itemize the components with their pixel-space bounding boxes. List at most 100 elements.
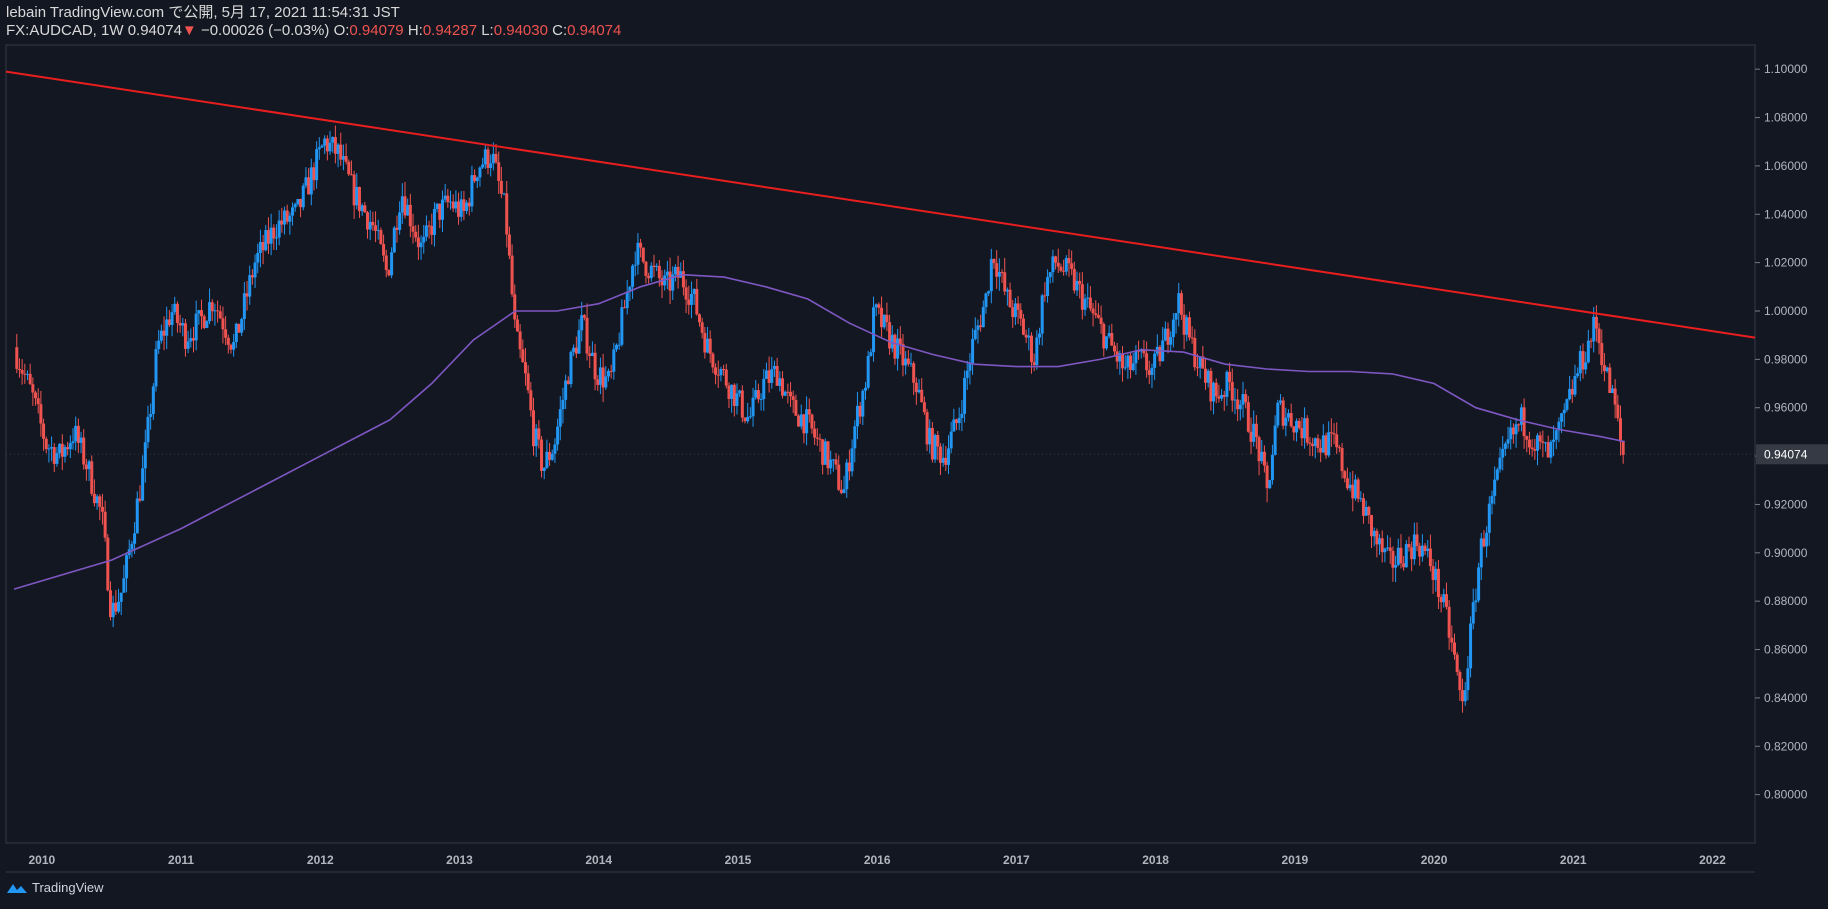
candle-body (1233, 399, 1237, 401)
candle-body (1011, 307, 1015, 318)
candle-body (1273, 425, 1277, 455)
candle-body (1236, 399, 1240, 410)
price-tick-label: 1.04000 (1764, 207, 1808, 221)
candle-body (1442, 594, 1446, 603)
candle-body (357, 186, 361, 212)
candle-body (312, 167, 316, 181)
candle-body (716, 374, 720, 376)
candle-body (117, 601, 121, 612)
candle-body (293, 204, 297, 208)
price-axis[interactable]: 1.10000 1.08000 1.06000 1.04000 1.02000 1.000… (1755, 62, 1828, 802)
candle-body (1600, 343, 1604, 366)
candle-body (778, 378, 782, 386)
candle-body (874, 304, 878, 308)
candle-body (1311, 443, 1315, 447)
candle-body (307, 177, 311, 195)
candle-body (379, 230, 383, 244)
candle-body (612, 349, 616, 372)
candle-body (532, 410, 536, 447)
candle-body (649, 265, 653, 279)
candle-body (545, 451, 549, 468)
time-tick-label: 2017 (1003, 853, 1030, 867)
candle-body (1177, 293, 1181, 314)
candle-body (1439, 597, 1443, 603)
candle-body (229, 344, 233, 350)
candle-body (1533, 449, 1537, 451)
candle-body (79, 437, 83, 443)
candle-body (1212, 382, 1216, 402)
price-tick-label: 1.02000 (1764, 256, 1808, 270)
candle-body (52, 447, 56, 464)
candle-body (1214, 382, 1218, 397)
candle-body (1335, 434, 1339, 448)
candle-body (537, 428, 541, 440)
candle-body (1078, 280, 1082, 285)
candle-body (706, 338, 710, 353)
candle-body (1361, 498, 1365, 516)
candle-body (157, 340, 161, 350)
candlesticks (15, 125, 1625, 713)
candle-body (339, 144, 343, 160)
candle-body (901, 343, 905, 366)
candle-body (1324, 435, 1328, 456)
candle-body (676, 266, 680, 278)
candle-body (1573, 375, 1577, 395)
candle-body (1447, 606, 1451, 638)
candle-body (200, 310, 204, 317)
candle-body (762, 378, 766, 400)
candle-body (1578, 351, 1582, 374)
price-tick-label: 0.88000 (1764, 594, 1808, 608)
symbol-label[interactable]: FX:AUDCAD, 1W (6, 22, 124, 39)
candle-body (1027, 335, 1031, 338)
candle-body (1064, 258, 1068, 272)
candle-body (288, 215, 292, 222)
candle-body (1032, 362, 1036, 366)
candle-body (1249, 431, 1253, 442)
trendline[interactable] (5, 70, 1756, 339)
candle-body (1594, 316, 1598, 329)
candle-body (620, 307, 624, 345)
candle-body (1008, 289, 1012, 308)
candle-body (513, 294, 517, 320)
time-tick-label: 2021 (1560, 853, 1587, 867)
candle-body (234, 323, 238, 343)
candle-body (1252, 423, 1256, 442)
candle-body (740, 390, 744, 418)
time-axis[interactable]: 2010 2011 2012 2013 2014 2015 2016 2017 2018 2019… (28, 853, 1726, 867)
tradingview-logo[interactable]: TradingView (6, 880, 104, 895)
high-label: H: (407, 22, 423, 39)
price-tick-label: 1.06000 (1764, 159, 1808, 173)
candle-body (435, 203, 439, 210)
candle-body (652, 265, 656, 268)
candle-body (403, 196, 407, 216)
candle-body (1621, 441, 1625, 455)
candle-body (1043, 295, 1047, 297)
candle-body (216, 310, 220, 312)
candle-body (730, 384, 734, 399)
candle-body (1217, 396, 1221, 399)
candle-body (979, 325, 983, 328)
candle-body (1228, 371, 1232, 383)
candle-body (1562, 409, 1566, 414)
candle-body (673, 266, 677, 275)
candle-body (580, 315, 584, 331)
candle-body (1281, 400, 1285, 426)
candle-body (1126, 355, 1130, 368)
candle-body (615, 344, 619, 350)
candle-body (446, 195, 450, 203)
candle-body (1185, 317, 1189, 335)
candle-body (1404, 544, 1408, 568)
publish-info: lebain TradingView.com で公開, 5月 17, 2021 … (6, 4, 400, 21)
candle-body (1367, 506, 1371, 516)
candle-body (1024, 334, 1028, 338)
candle-body (1503, 443, 1507, 449)
candle-body (606, 370, 610, 377)
candle-body (636, 242, 640, 265)
candle-body (1418, 546, 1422, 557)
candle-body (963, 377, 967, 414)
candle-body (727, 385, 731, 399)
candle-body (1102, 324, 1106, 349)
candle-body (25, 373, 29, 375)
candle-body (344, 156, 348, 162)
